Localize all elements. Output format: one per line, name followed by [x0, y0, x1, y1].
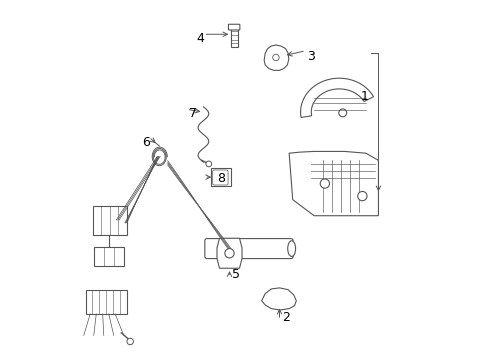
Text: 1: 1 — [360, 90, 367, 103]
Circle shape — [357, 192, 366, 201]
Text: 7: 7 — [188, 107, 196, 120]
Text: 3: 3 — [306, 50, 314, 63]
Text: 4: 4 — [196, 32, 203, 45]
Polygon shape — [217, 238, 242, 268]
FancyBboxPatch shape — [228, 24, 240, 30]
FancyBboxPatch shape — [204, 239, 292, 258]
Circle shape — [205, 161, 211, 167]
Text: 8: 8 — [217, 172, 225, 185]
Text: 5: 5 — [231, 268, 239, 281]
Text: 2: 2 — [281, 311, 289, 324]
Polygon shape — [261, 288, 296, 310]
Circle shape — [320, 179, 329, 188]
Polygon shape — [288, 152, 378, 216]
FancyBboxPatch shape — [210, 168, 231, 186]
Polygon shape — [264, 45, 288, 70]
Polygon shape — [230, 28, 237, 47]
FancyBboxPatch shape — [94, 247, 124, 266]
Text: 6: 6 — [142, 136, 150, 149]
Ellipse shape — [287, 241, 295, 256]
Circle shape — [272, 54, 279, 61]
FancyBboxPatch shape — [212, 170, 227, 185]
Circle shape — [224, 249, 234, 258]
Polygon shape — [300, 78, 373, 117]
FancyBboxPatch shape — [85, 290, 126, 314]
FancyBboxPatch shape — [93, 206, 126, 235]
Circle shape — [338, 109, 346, 117]
Circle shape — [127, 338, 133, 345]
